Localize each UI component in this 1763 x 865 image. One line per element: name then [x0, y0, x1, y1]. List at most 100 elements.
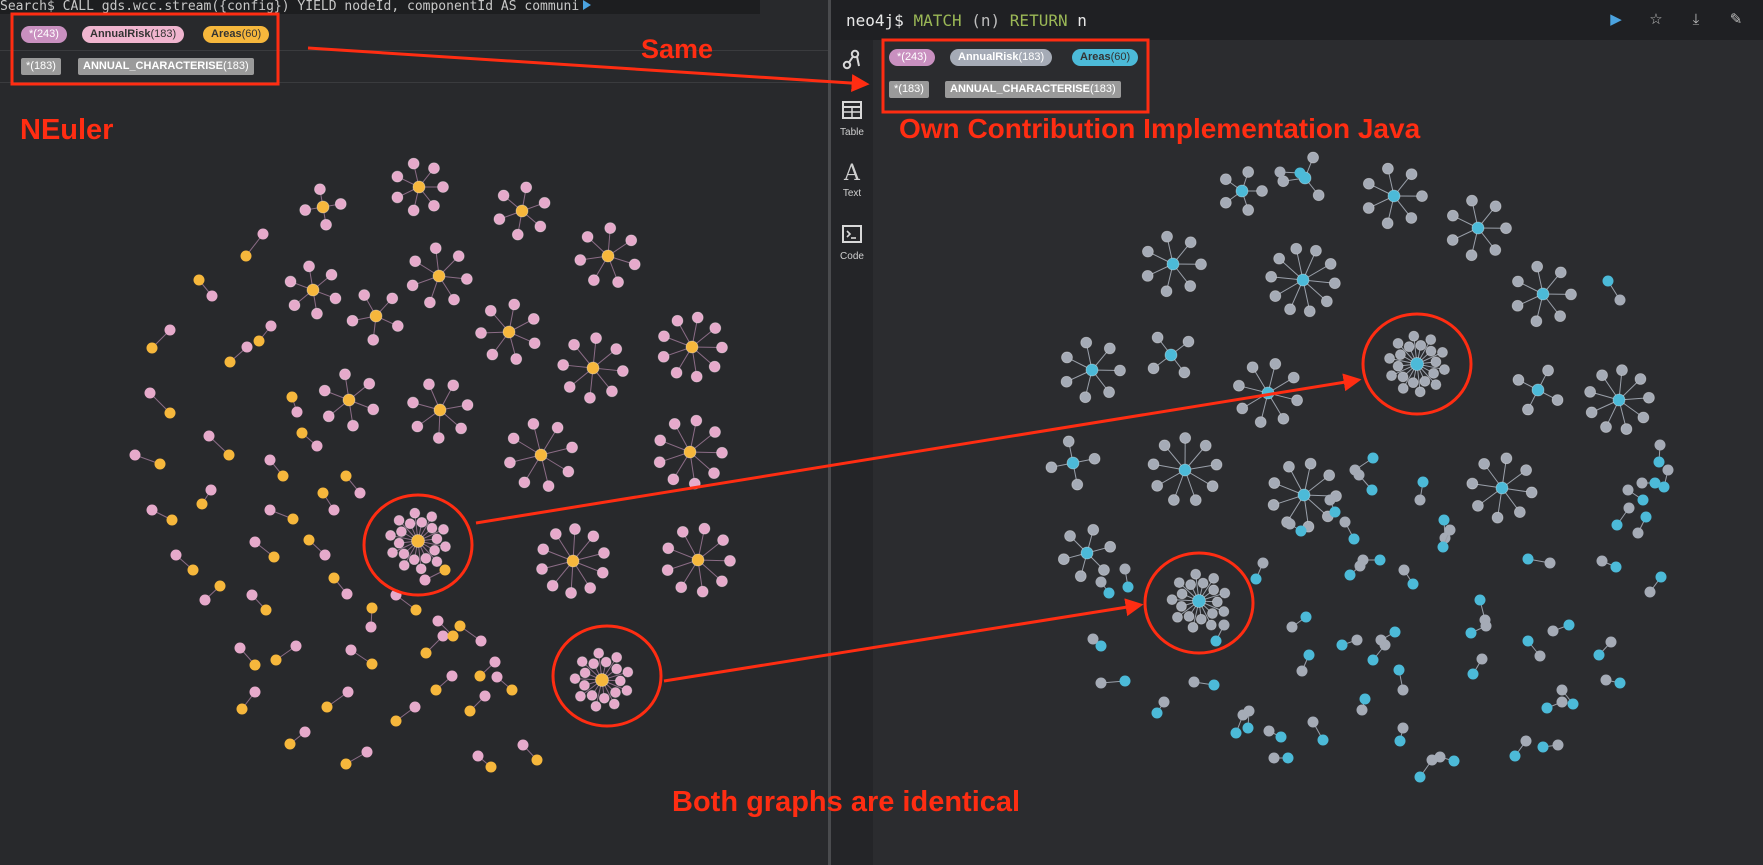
- graph-component[interactable]: [193, 274, 218, 302]
- graph-component[interactable]: [1522, 635, 1546, 662]
- graph-component[interactable]: [1466, 452, 1538, 524]
- graph-component[interactable]: [240, 228, 269, 262]
- graph-component[interactable]: [1467, 653, 1488, 680]
- graph-component[interactable]: [432, 615, 459, 642]
- graph-component[interactable]: [420, 630, 449, 659]
- graph-component[interactable]: [406, 242, 473, 309]
- graph-component[interactable]: [407, 378, 474, 444]
- graph-component[interactable]: [1095, 576, 1115, 599]
- graph-component[interactable]: [1367, 639, 1391, 666]
- graph-component[interactable]: [1437, 524, 1456, 553]
- graph-component[interactable]: [1362, 162, 1428, 230]
- graph-component[interactable]: [536, 523, 610, 599]
- graph-component[interactable]: [1284, 518, 1307, 537]
- graph-component[interactable]: [1119, 563, 1134, 593]
- graph-component[interactable]: [430, 670, 458, 696]
- graph-component[interactable]: [1644, 571, 1667, 598]
- graph-component[interactable]: [1087, 633, 1107, 652]
- graph-component[interactable]: [1147, 331, 1195, 379]
- graph-component[interactable]: [1541, 696, 1568, 714]
- sidebar-item-table[interactable]: Table: [831, 100, 873, 138]
- graph-component[interactable]: [284, 726, 311, 750]
- graph-component[interactable]: [1336, 634, 1363, 651]
- graph-component[interactable]: [491, 671, 518, 696]
- graph-component[interactable]: [365, 602, 378, 633]
- graph-component[interactable]: [284, 260, 342, 320]
- graph-component[interactable]: [1474, 594, 1491, 626]
- graph-component[interactable]: [385, 507, 451, 575]
- graph-component[interactable]: [1596, 555, 1622, 573]
- graph-component[interactable]: [1188, 676, 1220, 691]
- graph-component[interactable]: [1384, 330, 1450, 398]
- graph-component[interactable]: [224, 341, 253, 368]
- graph-component[interactable]: [1242, 705, 1255, 734]
- graph-component[interactable]: [340, 470, 366, 499]
- graph-component[interactable]: [1434, 751, 1460, 767]
- graph-component[interactable]: [1045, 435, 1101, 491]
- graph-component[interactable]: [129, 449, 166, 470]
- query-text[interactable]: neo4j$ MATCH (n) RETURN n: [846, 11, 1087, 30]
- graph-component[interactable]: [517, 739, 543, 766]
- graph-component[interactable]: [1511, 260, 1577, 328]
- graph-component[interactable]: [1414, 754, 1438, 783]
- run-icon[interactable]: [583, 0, 592, 10]
- graph-component[interactable]: [474, 656, 501, 682]
- star-icon[interactable]: ☆: [1649, 11, 1663, 28]
- graph-component[interactable]: [1151, 696, 1170, 719]
- download-icon[interactable]: ⤓: [1692, 11, 1700, 28]
- graph-component[interactable]: [196, 484, 217, 510]
- pin-icon[interactable]: ✎: [1729, 11, 1743, 28]
- graph-component[interactable]: [1307, 716, 1329, 746]
- graph-component[interactable]: [1509, 735, 1532, 762]
- graph-component[interactable]: [1356, 693, 1371, 716]
- graph-component[interactable]: [1394, 722, 1409, 747]
- graph-component[interactable]: [299, 183, 347, 231]
- graph-component[interactable]: [1522, 553, 1556, 569]
- graph-component[interactable]: [1141, 230, 1207, 298]
- graph-component[interactable]: [1465, 620, 1492, 639]
- graph-component[interactable]: [146, 324, 176, 354]
- graph-component[interactable]: [1636, 477, 1661, 489]
- graph-component[interactable]: [236, 686, 261, 715]
- graph-component[interactable]: [296, 427, 323, 452]
- graph-component[interactable]: [203, 430, 235, 461]
- graph-component[interactable]: [264, 504, 299, 525]
- graph-component[interactable]: [557, 332, 629, 404]
- graph-component[interactable]: [317, 487, 340, 516]
- graph-component[interactable]: [574, 222, 641, 289]
- graph-component[interactable]: [1349, 452, 1379, 476]
- graph-component[interactable]: [1602, 275, 1626, 306]
- graph-component[interactable]: [1600, 674, 1626, 689]
- graph-component[interactable]: [246, 589, 272, 616]
- graph-component[interactable]: [1547, 619, 1575, 637]
- graph-component[interactable]: [340, 746, 373, 770]
- graph-component[interactable]: [1219, 166, 1268, 216]
- graph-component[interactable]: [1393, 664, 1409, 696]
- graph-component[interactable]: [170, 549, 199, 576]
- graph-component[interactable]: [1658, 464, 1674, 493]
- graph-component[interactable]: [303, 534, 331, 561]
- graph-component[interactable]: [1622, 484, 1649, 506]
- sidebar-item-code[interactable]: Code: [831, 224, 873, 262]
- graph-component[interactable]: [1095, 675, 1131, 689]
- command-bar[interactable]: Search$ CALL gds.wcc.stream({config}) YI…: [0, 0, 760, 14]
- graph-component[interactable]: [1060, 336, 1126, 404]
- graph-component[interactable]: [199, 580, 226, 606]
- graph-component[interactable]: [345, 644, 378, 670]
- graph-component[interactable]: [1398, 564, 1419, 590]
- graph-component[interactable]: [1556, 684, 1579, 710]
- graph-component[interactable]: [1057, 523, 1117, 583]
- graph-component[interactable]: [504, 418, 578, 492]
- graph-component[interactable]: [318, 368, 380, 432]
- graph-component[interactable]: [328, 572, 353, 600]
- graph-component[interactable]: [1265, 242, 1341, 318]
- graph-component[interactable]: [1512, 364, 1564, 416]
- graph-component[interactable]: [321, 686, 354, 713]
- graph-component[interactable]: [1446, 194, 1512, 262]
- graph-component[interactable]: [234, 642, 261, 671]
- play-icon[interactable]: ▶: [1610, 11, 1622, 28]
- graph-component[interactable]: [144, 387, 176, 419]
- graph-component[interactable]: [661, 522, 736, 598]
- graph-component[interactable]: [270, 640, 302, 666]
